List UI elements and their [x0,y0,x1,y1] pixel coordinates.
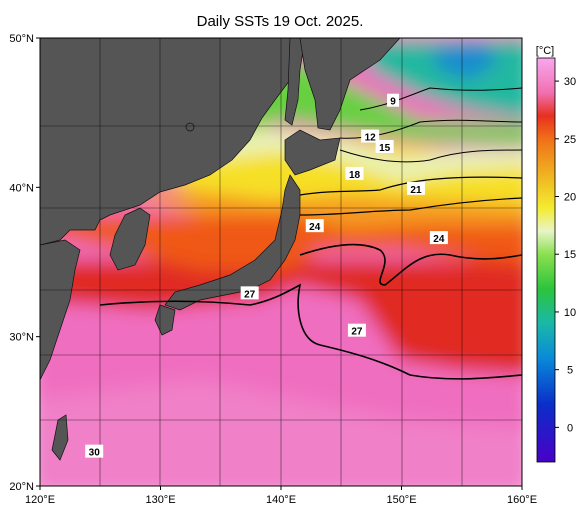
contour-label: 12 [365,133,377,144]
colorbar-ticks: 0 5 10 15 20 25 30 [555,76,576,434]
colorbar-tick-label: 15 [564,249,576,261]
y-tick-label: 40°N [9,182,34,194]
contour-label: 27 [351,327,363,338]
y-axis: 50°N 40°N 30°N 20°N [9,33,40,493]
korea [109,207,151,271]
colorbar-tick-label: 10 [564,307,576,319]
contour-label-box [305,219,324,233]
x-tick-label: 150°E [386,494,416,506]
contour-label: 21 [410,185,422,196]
x-tick-label: 140°E [266,494,296,506]
land [40,38,401,461]
kamchatka [299,38,401,131]
x-axis: 120°E 130°E 140°E 150°E 160°E [25,486,537,506]
isotherm-24 [299,243,522,286]
isotherm-21 [299,197,522,216]
hokkaido [284,129,341,176]
contour-label: 9 [390,97,396,108]
colorbar: [°C] 0 5 10 15 20 25 30 [536,45,576,463]
graticule [40,38,522,486]
colorbar-bar [536,57,556,463]
contour-label-box [345,166,364,180]
x-tick-label: 160°E [507,494,537,506]
isotherm-27 [99,283,522,380]
x-tick-label: 120°E [25,494,55,506]
x-tick-label: 130°E [145,494,175,506]
contour-label-box [240,286,259,300]
contour-label: 24 [309,222,321,233]
contour-label: 15 [379,143,391,154]
isotherm-9 [359,87,522,111]
contour-label-box [361,129,380,143]
contour-label: 24 [433,234,445,245]
colorbar-tick-label: 25 [564,134,576,146]
honshu [164,174,301,311]
y-tick-label: 20°N [9,481,34,493]
contour-label-box [347,323,366,337]
colorbar-tick-label: 30 [564,76,576,88]
y-tick-label: 50°N [9,33,34,45]
y-tick-label: 30°N [9,332,34,344]
isotherm-15 [339,149,522,163]
contour-label: 18 [349,170,361,181]
contour-label-box [429,231,448,245]
colorbar-tick-label: 0 [567,422,573,434]
contour-label-box [375,140,394,154]
taiwan [51,414,69,461]
contour-label-box [85,444,104,458]
isotherm-18 [299,176,522,196]
contour-label-box [406,181,425,195]
china-coast [40,239,81,381]
contour-label: 27 [244,289,256,300]
colorbar-tick-label: 20 [564,192,576,204]
contour-label-box [387,93,400,107]
contour-label: 30 [89,448,101,459]
colorbar-unit: [°C] [536,45,554,57]
colorbar-tick-label: 5 [567,365,573,377]
chart-title: Daily SSTs 19 Oct. 2025. [197,13,364,30]
